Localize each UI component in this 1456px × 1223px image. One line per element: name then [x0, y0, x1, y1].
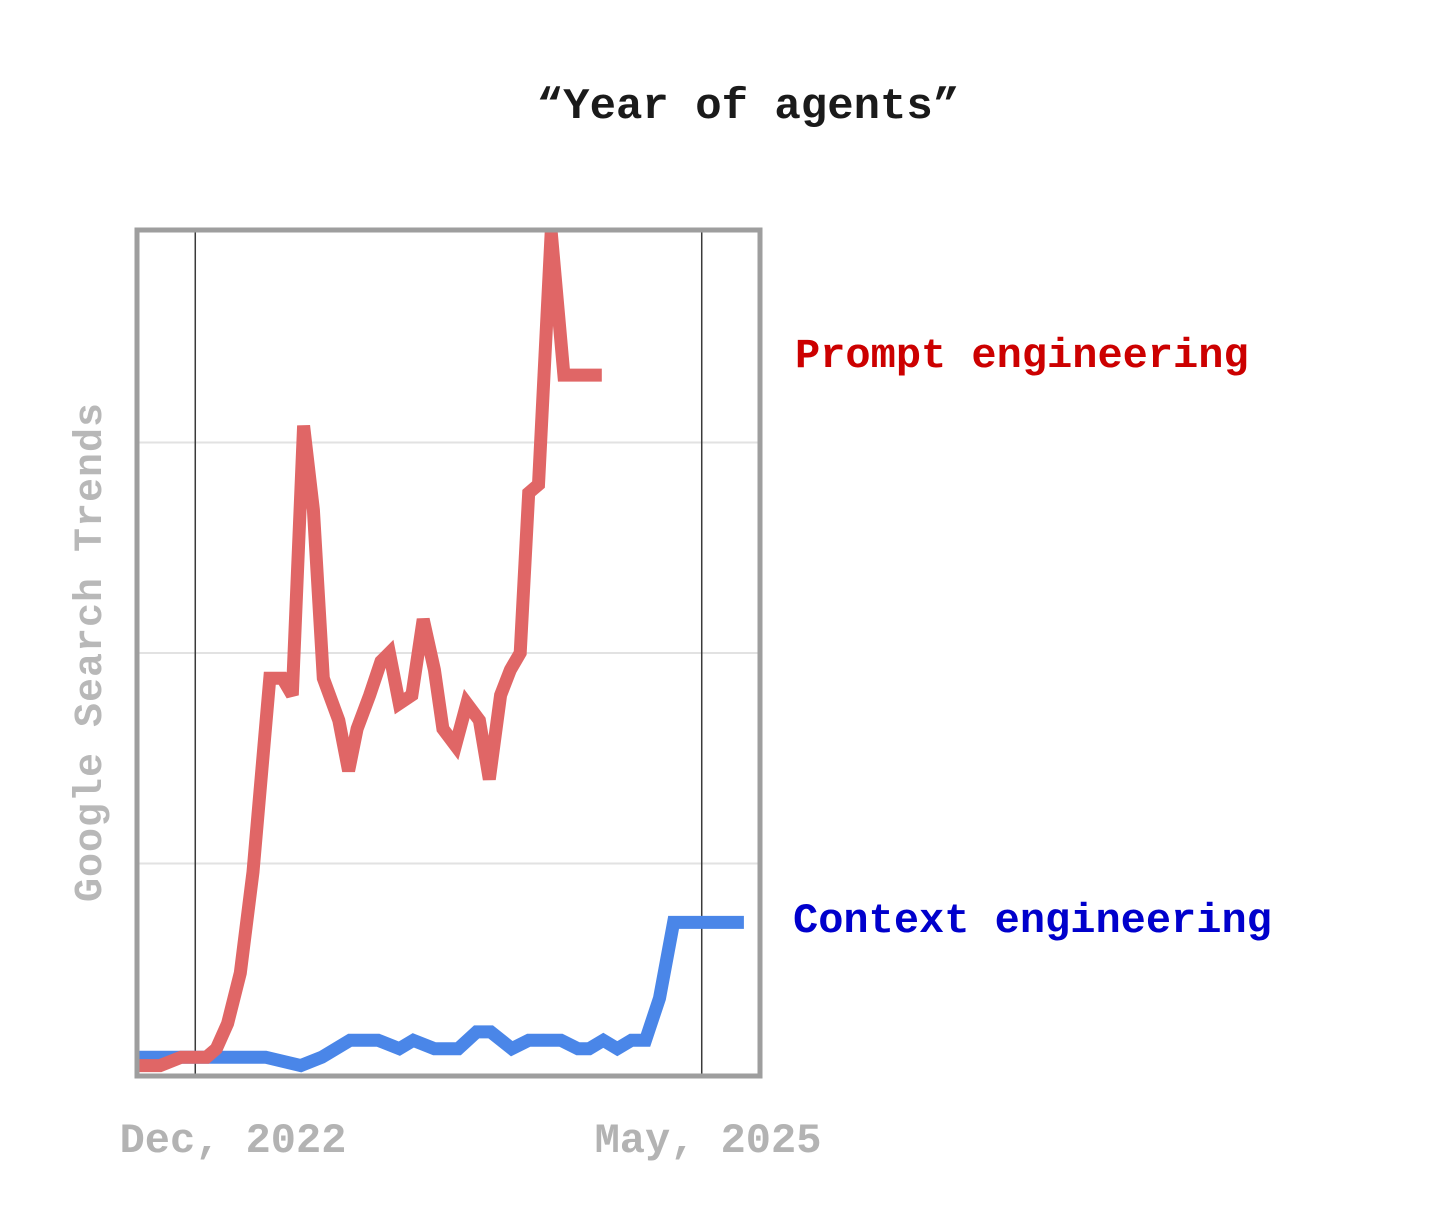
x-tick-label-dec-2022: Dec, 2022 — [120, 1117, 347, 1165]
y-axis-label: Google Search Trends — [69, 402, 114, 902]
series-label-prompt-engineering: Prompt engineering — [795, 332, 1249, 380]
x-tick-label-may-2025: May, 2025 — [595, 1117, 822, 1165]
series-line-context-engineering — [139, 915, 744, 1073]
series-lines — [139, 231, 744, 1073]
chart-title: “Year of agents” — [537, 82, 959, 132]
vertical-markers — [194, 232, 703, 1074]
series-label-context-engineering: Context engineering — [793, 897, 1272, 945]
series-line-prompt-engineering — [139, 231, 602, 1073]
plot-frame — [134, 227, 763, 1079]
gridlines — [139, 441, 758, 865]
